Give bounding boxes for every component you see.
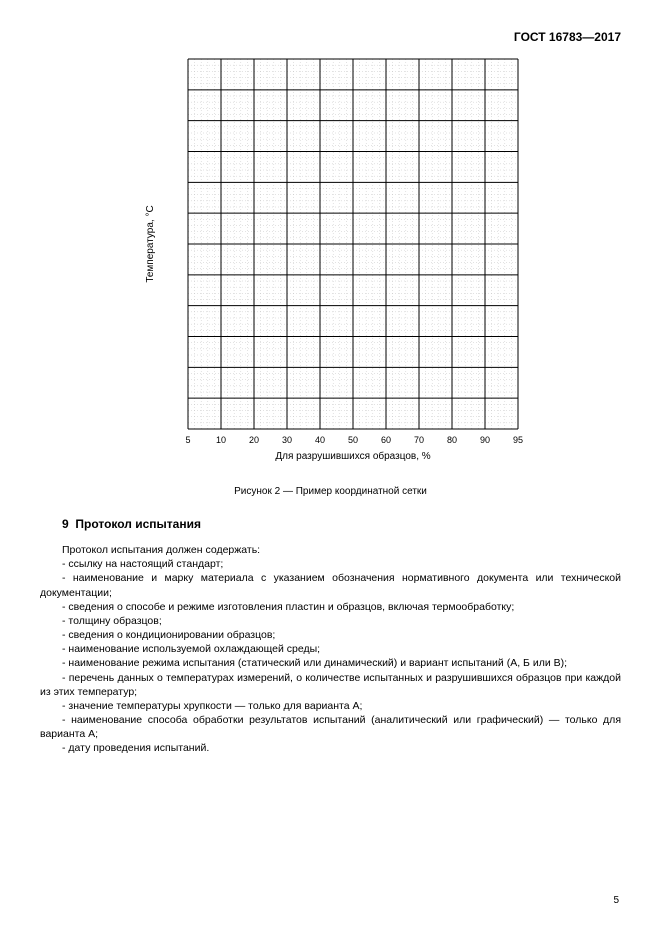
svg-text:50: 50 (348, 435, 358, 445)
svg-text:40: 40 (315, 435, 325, 445)
standard-code: ГОСТ 16783—2017 (514, 30, 621, 44)
page: ГОСТ 16783—2017 510203040506070809095Для… (0, 0, 661, 936)
protocol-item: - перечень данных о температурах измерен… (40, 671, 621, 699)
svg-text:70: 70 (414, 435, 424, 445)
svg-text:Для разрушившихся образцов, %: Для разрушившихся образцов, % (275, 450, 430, 462)
figure-caption: Рисунок 2 — Пример координатной сетки (40, 486, 621, 497)
protocol-item: - наименование способа обработки результ… (40, 713, 621, 741)
svg-text:60: 60 (381, 435, 391, 445)
protocol-item: - наименование и марку материала с указа… (40, 571, 621, 599)
section-name: Протокол испытания (75, 517, 201, 531)
chart-container: 5 10 20 30 40 50 60 70 80 90 95 Для разрушившихся о… (40, 54, 621, 474)
protocol-item: - значение температуры хрупкости — тольк… (40, 699, 621, 713)
protocol-text: Протокол испытания должен содержать: - с… (40, 543, 621, 756)
svg-text:95: 95 (513, 435, 523, 445)
svg-text:30: 30 (282, 435, 292, 445)
svg-text:10: 10 (216, 435, 226, 445)
protocol-item: - наименование режима испытания (статиче… (40, 656, 621, 670)
protocol-intro: Протокол испытания должен содержать: (40, 543, 621, 557)
protocol-items-list: - ссылку на настоящий стандарт;- наимено… (40, 557, 621, 755)
protocol-item: - толщину образцов; (40, 614, 621, 628)
protocol-item: - ссылку на настоящий стандарт; (40, 557, 621, 571)
svg-text:90: 90 (480, 435, 490, 445)
page-number: 5 (613, 895, 619, 906)
section-number: 9 (62, 517, 69, 531)
document-header: ГОСТ 16783—2017 (40, 30, 621, 44)
svg-text:80: 80 (447, 435, 457, 445)
protocol-item: - наименование используемой охлаждающей … (40, 642, 621, 656)
coordinate-grid-chart: 5 10 20 30 40 50 60 70 80 90 95 Для разрушившихся о… (133, 54, 528, 469)
svg-text:20: 20 (249, 435, 259, 445)
protocol-item: - сведения о кондиционировании образцов; (40, 628, 621, 642)
section-title: 9 Протокол испытания (62, 517, 621, 531)
svg-text:5: 5 (185, 435, 190, 445)
protocol-item: - сведения о способе и режиме изготовлен… (40, 600, 621, 614)
svg-text:Температура, °С: Температура, °С (145, 205, 156, 282)
protocol-item: - дату проведения испытаний. (40, 741, 621, 755)
